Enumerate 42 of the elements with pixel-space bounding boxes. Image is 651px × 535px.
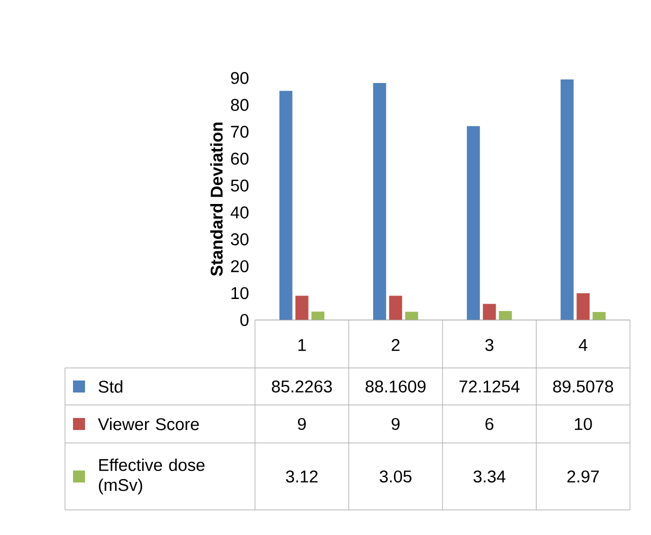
y-tick-label: 60 <box>231 152 248 165</box>
bar <box>576 293 590 320</box>
data-label: 10 <box>574 418 592 430</box>
data-label: 9 <box>298 418 306 430</box>
x-tick-label: 3 <box>485 338 494 352</box>
legend-label: Std <box>98 380 122 393</box>
bar <box>295 296 308 320</box>
data-label: 3.05 <box>380 470 412 483</box>
data-label: 3.34 <box>473 470 506 483</box>
data-label: 89.5078 <box>553 380 614 393</box>
x-tick-label: 2 <box>392 339 400 351</box>
legend-label: Effective dose (mSv) <box>98 458 205 494</box>
y-tick-label: 80 <box>230 98 248 111</box>
y-tick-label: 20 <box>231 260 248 272</box>
data-label: 72.1254 <box>460 380 520 393</box>
bar <box>466 126 480 320</box>
bar <box>373 82 386 320</box>
x-tick-label: 1 <box>298 339 306 351</box>
bar <box>560 79 574 320</box>
y-tick-label: 50 <box>230 180 248 192</box>
bar <box>279 90 292 320</box>
bar <box>482 304 496 320</box>
data-label: 3.12 <box>286 470 318 483</box>
y-tick-label: 30 <box>230 233 248 246</box>
data-label: 9 <box>392 418 400 430</box>
y-tick-label: 40 <box>230 206 248 218</box>
data-label: 88.1609 <box>366 380 426 393</box>
bar <box>311 312 324 320</box>
bar <box>592 312 606 320</box>
y-axis-title: Standard Deviation <box>210 122 223 276</box>
bar <box>498 311 512 320</box>
data-label: 2.97 <box>567 470 599 483</box>
bar <box>405 312 418 320</box>
legend-label: Viewer Score <box>98 418 199 430</box>
y-tick-label: 0 <box>240 314 248 326</box>
y-tick-label: 10 <box>232 287 248 300</box>
data-label: 85.2263 <box>272 380 332 393</box>
data-label: 6 <box>486 418 494 430</box>
bar <box>389 296 402 320</box>
y-tick-label: 90 <box>231 72 248 84</box>
y-tick-label: 70 <box>231 126 248 138</box>
x-tick-label: 4 <box>578 339 588 351</box>
